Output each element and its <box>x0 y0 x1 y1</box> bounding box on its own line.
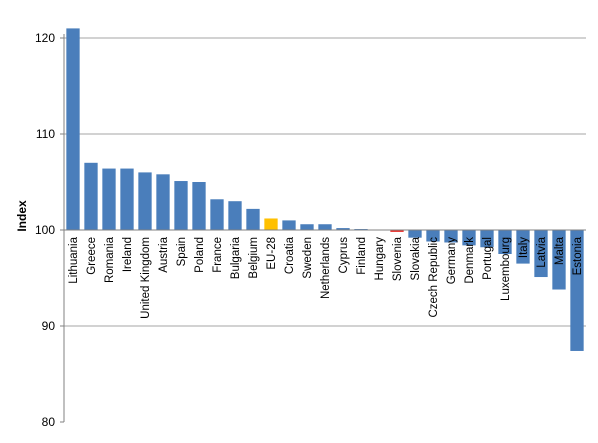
bar-slovakia <box>408 230 422 238</box>
category-label-slovakia: Slovakia <box>410 236 422 280</box>
bar-cyprus <box>336 228 350 230</box>
category-label-croatia: Croatia <box>284 236 296 274</box>
bar-united-kingdom <box>138 172 152 230</box>
category-label-sweden: Sweden <box>302 237 314 279</box>
category-label-czech-republic: Czech Republic <box>428 237 440 318</box>
y-axis-label: Index <box>15 200 29 232</box>
category-label-luxembourg: Luxembourg <box>500 237 512 301</box>
bar-germany <box>444 230 458 243</box>
bar-belgium <box>246 208 260 230</box>
bar-ireland <box>120 168 134 230</box>
bar-portugal <box>480 230 494 248</box>
y-tick-label: 110 <box>36 127 55 141</box>
category-label-slovenia: Slovenia <box>392 236 404 281</box>
y-tick-label: 100 <box>35 223 55 237</box>
category-label-germany: Germany <box>446 237 458 285</box>
bar-slovenia <box>390 230 404 232</box>
category-label-hungary: Hungary <box>374 237 386 281</box>
y-tick-label: 80 <box>42 415 56 429</box>
y-tick-label: 90 <box>42 319 56 333</box>
category-label-finland: Finland <box>356 237 368 275</box>
bar-netherlands <box>318 224 332 230</box>
bar-eu-28 <box>264 218 278 230</box>
category-label-spain: Spain <box>176 237 188 266</box>
bar-romania <box>102 168 116 230</box>
category-label-united-kingdom: United Kingdom <box>140 237 152 319</box>
category-labels: Lithuania Greece Romania Ireland United King… <box>68 236 584 318</box>
bar-malta <box>552 230 566 290</box>
category-label-romania: Romania <box>104 236 116 283</box>
bar-croatia <box>282 220 296 230</box>
bar-estonia <box>570 230 584 351</box>
bar-italy <box>516 230 530 264</box>
category-label-lithuania: Lithuania <box>68 236 80 283</box>
category-label-ireland: Ireland <box>122 237 134 272</box>
bars <box>66 28 584 351</box>
category-label-italy: Italy <box>518 237 530 258</box>
bar-austria <box>156 174 170 230</box>
category-label-belgium: Belgium <box>248 237 260 279</box>
bar-greece <box>84 162 98 230</box>
category-label-bulgaria: Bulgaria <box>230 236 242 279</box>
bar-bulgaria <box>228 201 242 230</box>
category-label-estonia: Estonia <box>572 236 584 275</box>
bar-czech-republic <box>426 230 440 242</box>
bar-france <box>210 199 224 230</box>
bar-luxembourg <box>498 230 512 254</box>
bar-latvia <box>534 230 548 278</box>
category-label-greece: Greece <box>86 237 98 275</box>
category-label-france: France <box>212 237 224 273</box>
category-label-portugal: Portugal <box>482 237 494 280</box>
category-label-eu-28: EU-28 <box>266 237 278 270</box>
category-label-malta: Malta <box>554 236 566 265</box>
bar-poland <box>192 182 206 230</box>
category-label-cyprus: Cyprus <box>338 237 350 274</box>
bar-sweden <box>300 224 314 230</box>
bar-denmark <box>462 230 476 246</box>
y-tick-label: 120 <box>35 31 55 45</box>
axes <box>60 34 586 423</box>
y-tick-labels: 80 90 100 110 120 <box>35 31 55 429</box>
category-label-denmark: Denmark <box>464 237 476 284</box>
bar-lithuania <box>66 28 80 231</box>
category-label-netherlands: Netherlands <box>320 237 332 299</box>
category-label-poland: Poland <box>194 237 206 273</box>
category-label-austria: Austria <box>158 236 170 272</box>
category-label-latvia: Latvia <box>536 236 548 267</box>
bar-spain <box>174 181 188 230</box>
